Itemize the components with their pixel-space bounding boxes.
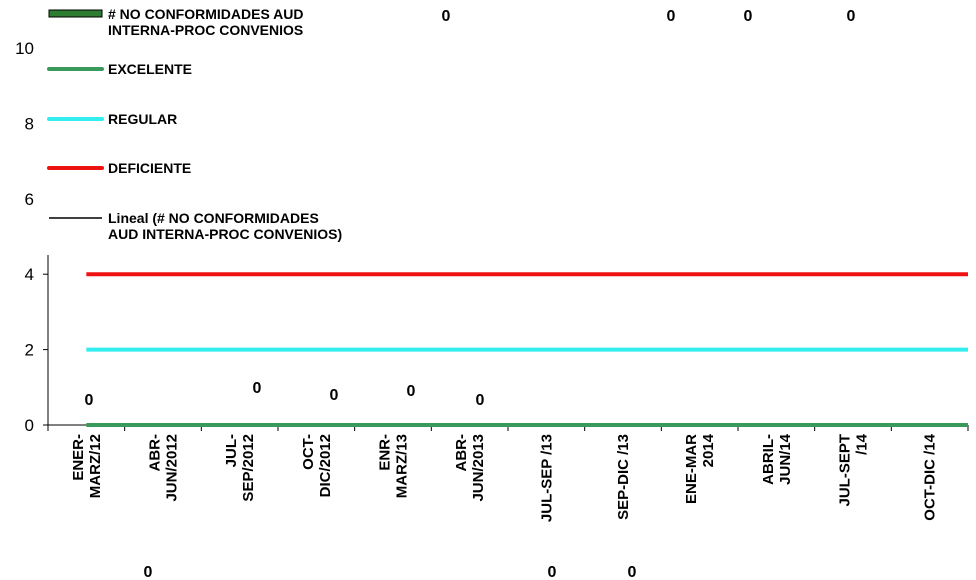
x-tick-label: ENE-MAR2014 [683, 433, 717, 504]
y-tick-label: 10 [15, 39, 34, 58]
data-label: 0 [407, 383, 416, 400]
data-label: 0 [253, 380, 262, 397]
data-label: 0 [330, 387, 339, 404]
data-label: 0 [85, 392, 94, 409]
x-tick-label: SEP-DIC /13 [615, 434, 632, 520]
data-label: 0 [628, 564, 637, 580]
x-tick-label: JUL-SEP/2012 [223, 434, 257, 502]
legend-item: Lineal (# NO CONFORMIDADES AUD INTERNA-PR… [49, 210, 342, 242]
x-tick-label: ABR-JUN/2012 [147, 434, 181, 502]
x-tick-label: ENR-MARZ/13 [377, 434, 411, 498]
legend-label: # NO CONFORMIDADES AUD INTERNA-PROC CONVE… [108, 6, 304, 38]
legend-item: # NO CONFORMIDADES AUD INTERNA-PROC CONVE… [48, 6, 304, 38]
x-tick-label: JUL-SEPT/14 [837, 433, 871, 506]
legend-swatch [48, 9, 103, 18]
y-tick-label: 8 [25, 114, 34, 133]
x-tick-label: OCT-DIC/2012 [300, 434, 334, 497]
y-axis: 0 2 4 6 8 10 [15, 39, 49, 435]
x-tick-label: JUL-SEP /13 [538, 434, 555, 522]
y-tick-label: 2 [25, 341, 34, 360]
data-label: 0 [667, 8, 676, 25]
data-label: 0 [144, 564, 153, 580]
legend-item: EXCELENTE [47, 61, 192, 77]
data-label: 0 [847, 8, 856, 25]
data-label: 0 [744, 8, 753, 25]
legend: # NO CONFORMIDADES AUD INTERNA-PROC CONVE… [47, 6, 342, 242]
legend-label: Lineal (# NO CONFORMIDADES AUD INTERNA-PR… [108, 210, 342, 242]
data-label: 0 [548, 564, 557, 580]
y-tick-label: 6 [25, 190, 34, 209]
y-tick-label: 0 [25, 416, 34, 435]
x-tick-label: ABRIL-JUN/14 [760, 433, 794, 485]
legend-label: EXCELENTE [108, 61, 192, 77]
legend-item: REGULAR [47, 111, 177, 127]
legend-item: DEFICIENTE [47, 160, 191, 176]
data-label: 0 [476, 392, 485, 409]
x-tick-label: OCT-DIC /14 [922, 433, 939, 520]
data-labels: 0 0 0 0 0 0 0 0 0 0 0 0 [85, 8, 856, 580]
x-tick-label: ENER-MARZ/12 [70, 434, 104, 498]
data-label: 0 [442, 8, 451, 25]
legend-label: REGULAR [108, 111, 177, 127]
x-axis: ENER-MARZ/12 ABR-JUN/2012 JUL-SEP/2012 OCT-… [47, 424, 969, 522]
x-tick-label: ABR-JUN/2013 [453, 434, 487, 502]
legend-label: DEFICIENTE [108, 160, 191, 176]
series-lines [86, 272, 968, 427]
y-tick-label: 4 [25, 265, 34, 284]
